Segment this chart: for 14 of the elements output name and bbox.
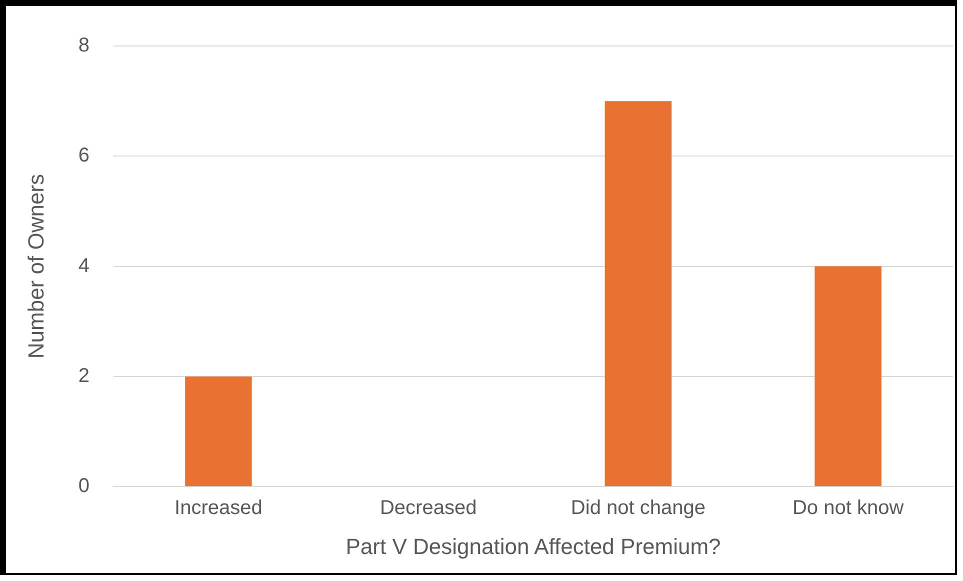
bar bbox=[185, 376, 252, 486]
x-tick-label: Do not know bbox=[792, 497, 904, 520]
x-tick-label: Decreased bbox=[380, 497, 477, 520]
bar bbox=[814, 266, 882, 486]
y-tick-label: 6 bbox=[78, 144, 90, 167]
y-tick-label: 2 bbox=[78, 364, 90, 387]
y-tick-label: 4 bbox=[78, 254, 90, 277]
y-axis-title: Number of Owners bbox=[23, 174, 48, 359]
x-tick-label: Did not change bbox=[570, 497, 706, 520]
bar bbox=[604, 101, 672, 486]
x-axis-title: Part V Designation Affected Premium? bbox=[346, 534, 721, 559]
y-tick-label: 0 bbox=[78, 475, 90, 498]
y-tick-label: 8 bbox=[78, 34, 90, 57]
x-tick-label: Increased bbox=[174, 497, 262, 520]
